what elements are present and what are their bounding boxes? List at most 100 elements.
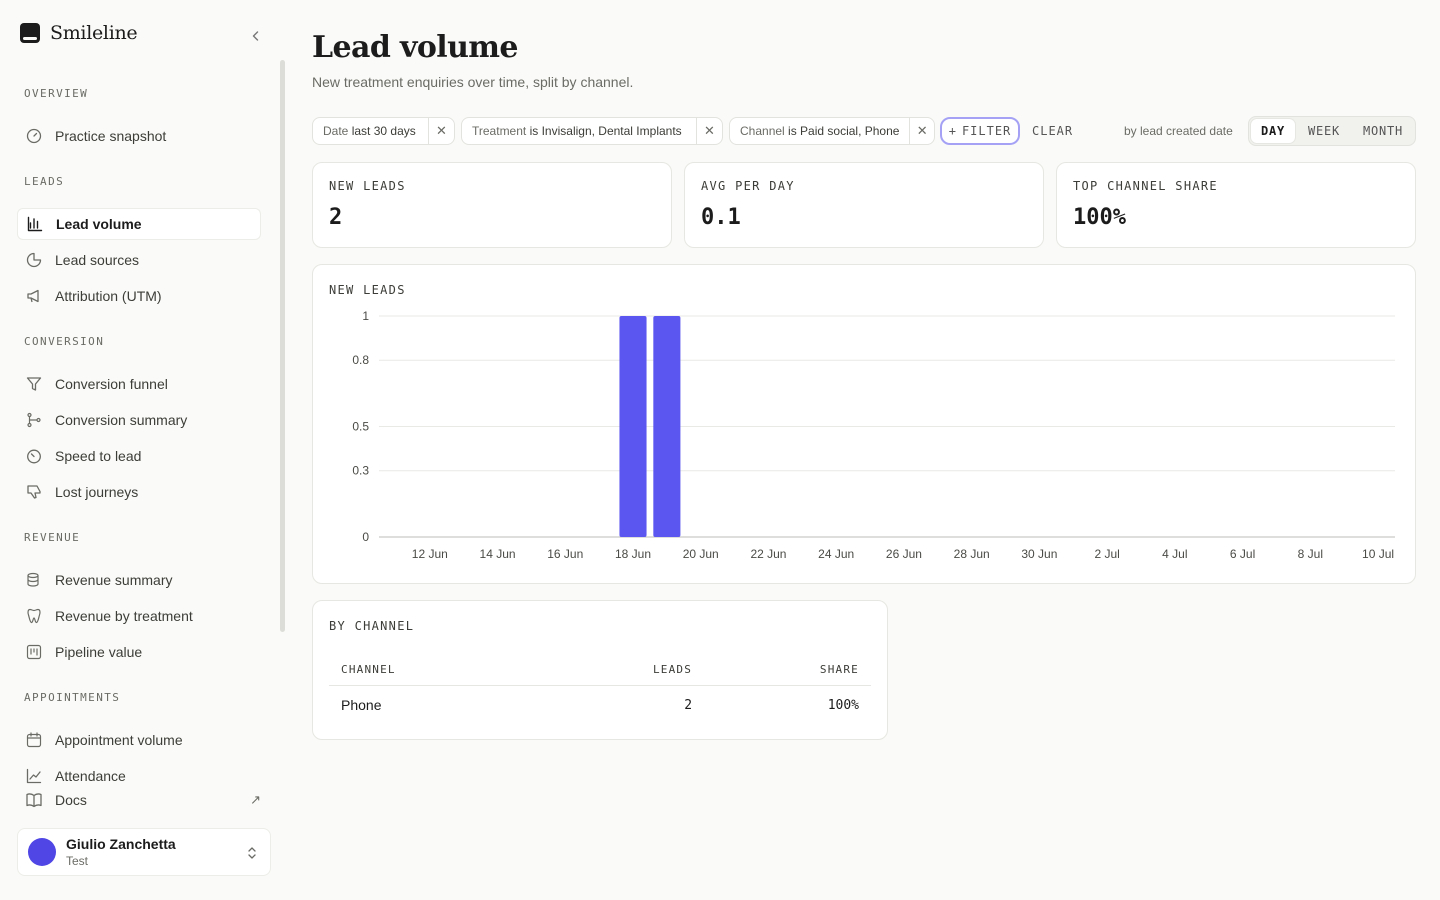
bar-chart-icon: [26, 215, 44, 233]
timer-icon: [25, 447, 43, 465]
sidebar-item-revenue-by-treatment[interactable]: Revenue by treatment: [17, 600, 261, 632]
granularity-month[interactable]: MONTH: [1362, 124, 1404, 138]
y-tick-label: 0.3: [352, 464, 369, 478]
filter-chip-treatment[interactable]: Treatment is Invisalign, Dental Implants…: [461, 117, 723, 145]
x-tick-label: 28 Jun: [954, 547, 990, 561]
y-tick-label: 0: [362, 530, 369, 544]
sidebar-item-label: Revenue summary: [55, 572, 173, 588]
remove-filter-icon[interactable]: ✕: [909, 118, 934, 144]
leads-cell: 2: [684, 697, 693, 713]
kpi-value: 100%: [1073, 205, 1126, 230]
user-menu[interactable]: Giulio Zanchetta Test: [17, 828, 271, 876]
git-branch-icon: [25, 411, 43, 429]
sidebar-item-label: Appointment volume: [55, 732, 183, 748]
chevron-left-icon: [252, 31, 259, 41]
sidebar-item-lead-sources[interactable]: Lead sources: [17, 244, 261, 276]
filter-chip-key: Date: [323, 124, 349, 138]
nav-group-title: LEADS: [24, 175, 65, 188]
y-tick-label: 0.5: [352, 420, 369, 434]
user-role: Test: [66, 854, 89, 868]
sidebar-item-conversion-funnel[interactable]: Conversion funnel: [17, 368, 261, 400]
column-header[interactable]: SHARE: [704, 655, 871, 686]
sidebar-scrollbar[interactable]: [280, 60, 285, 632]
remove-filter-icon[interactable]: ✕: [696, 118, 722, 144]
sidebar-item-label: Speed to lead: [55, 448, 142, 464]
x-tick-label: 26 Jun: [886, 547, 922, 561]
chart-card: NEW LEADS 0 0.3 0.5 0.8 1 12 Jun 14 Jun 16 Jun 1…: [312, 264, 1416, 584]
x-tick-label: 4 Jul: [1162, 547, 1187, 561]
sidebar-item-label: Lead sources: [55, 252, 140, 268]
granularity-toggle: DAY WEEK MONTH: [1248, 116, 1416, 146]
nav-group-title: CONVERSION: [24, 335, 105, 348]
channel-table: CHANNEL LEADS SHARE Phone 2 100%: [329, 655, 871, 725]
granularity-day[interactable]: DAY: [1251, 119, 1295, 143]
filter-chip-key: Channel: [740, 124, 785, 138]
filter-chip-value: is Invisalign, Dental Implants: [529, 124, 682, 138]
sidebar-item-revenue-summary[interactable]: Revenue summary: [17, 564, 261, 596]
gauge-icon: [25, 127, 43, 145]
user-name: Giulio Zanchetta: [66, 836, 176, 852]
add-filter-button[interactable]: + FILTER: [940, 117, 1020, 145]
page-subtitle: New treatment enquiries over time, split…: [312, 74, 634, 90]
x-tick-label: 16 Jun: [547, 547, 583, 561]
brand[interactable]: Smileline: [20, 22, 138, 44]
filter-bar: Date last 30 days ✕ Treatment is Invisal…: [312, 116, 1416, 146]
sidebar-item-label: Pipeline value: [55, 644, 143, 660]
x-tick-label: 6 Jul: [1230, 547, 1255, 561]
column-header[interactable]: LEADS: [537, 655, 705, 686]
sidebar-item-label: Practice snapshot: [55, 128, 167, 144]
chart-title: NEW LEADS: [329, 283, 406, 297]
sidebar-item-label: Lost journeys: [55, 484, 139, 500]
plus-icon: +: [948, 124, 957, 138]
column-header[interactable]: CHANNEL: [329, 655, 538, 686]
y-tick-label: 0.8: [352, 353, 369, 367]
external-link-icon: ↗: [250, 792, 261, 807]
main-content: Lead volume New treatment enquiries over…: [312, 0, 1416, 900]
clear-filters-button[interactable]: CLEAR: [1032, 124, 1074, 138]
sidebar-item-pipeline-value[interactable]: Pipeline value: [17, 636, 261, 668]
funnel-icon: [25, 375, 43, 393]
nav-group-title: APPOINTMENTS: [24, 691, 121, 704]
filter-chip-channel[interactable]: Channel is Paid social, Phone ✕: [729, 117, 935, 145]
sidebar-item-label: Conversion summary: [55, 412, 188, 428]
x-tick-label: 12 Jun: [412, 547, 448, 561]
sidebar-item-attribution-utm[interactable]: Attribution (UTM): [17, 280, 261, 312]
bar-19-jun[interactable]: [653, 316, 681, 537]
sidebar-item-conversion-summary[interactable]: Conversion summary: [17, 404, 261, 436]
calendar-icon: [25, 731, 43, 749]
channel-cell: Phone: [341, 697, 382, 714]
sidebar-item-practice-snapshot[interactable]: Practice snapshot: [17, 120, 261, 152]
sidebar-item-lead-volume[interactable]: Lead volume: [17, 208, 261, 240]
collapse-sidebar-button[interactable]: [246, 26, 266, 46]
by-channel-title: BY CHANNEL: [329, 619, 415, 633]
kpi-value: 0.1: [701, 205, 741, 230]
granularity-week[interactable]: WEEK: [1307, 124, 1341, 138]
bar-18-jun[interactable]: [619, 316, 647, 537]
brand-logo-icon: [20, 23, 40, 43]
remove-filter-icon[interactable]: ✕: [428, 118, 454, 144]
sidebar-item-lost-journeys[interactable]: Lost journeys: [17, 476, 261, 508]
x-tick-label: 24 Jun: [818, 547, 854, 561]
kpi-card-top-channel-share: TOP CHANNEL SHARE 100%: [1056, 162, 1416, 248]
kpi-value: 2: [329, 205, 343, 230]
kanban-icon: [25, 643, 43, 661]
sidebar-item-speed-to-lead[interactable]: Speed to lead: [17, 440, 261, 472]
sidebar-item-docs[interactable]: Docs ↗: [17, 784, 261, 816]
coins-icon: [25, 571, 43, 589]
x-tick-label: 18 Jun: [615, 547, 651, 561]
pie-chart-icon: [25, 251, 43, 269]
kpi-card-new-leads: NEW LEADS 2: [312, 162, 672, 248]
sidebar-item-label: Docs: [55, 792, 87, 808]
sidebar-item-label: Attendance: [55, 768, 126, 784]
sidebar-item-label: Revenue by treatment: [55, 608, 193, 624]
date-basis-label: by lead created date: [1124, 124, 1233, 138]
filter-chip-date[interactable]: Date last 30 days ✕: [312, 117, 455, 145]
kpi-label: AVG PER DAY: [701, 179, 795, 193]
sidebar-item-label: Conversion funnel: [55, 376, 168, 392]
nav-group-title: OVERVIEW: [24, 87, 89, 100]
add-filter-label: FILTER: [961, 124, 1012, 138]
sidebar-item-appointment-volume[interactable]: Appointment volume: [17, 724, 261, 756]
x-tick-label: 10 Jul: [1362, 547, 1394, 561]
sidebar-item-attendance[interactable]: Attendance: [17, 760, 261, 792]
line-chart-icon: [25, 767, 43, 785]
